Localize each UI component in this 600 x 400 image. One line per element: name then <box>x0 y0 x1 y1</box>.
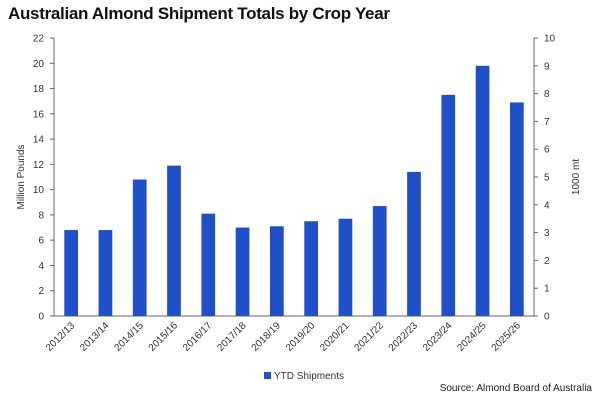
bar <box>441 94 456 316</box>
bar <box>64 230 78 316</box>
bar <box>132 179 147 316</box>
bar <box>407 171 421 316</box>
x-tick-label: 2017/18 <box>215 320 249 354</box>
y-tick-label: 22 <box>33 34 45 45</box>
y-tick-label: 14 <box>33 135 45 146</box>
x-tick-label: 2013/14 <box>78 320 112 354</box>
x-tick-label: 2015/16 <box>147 320 181 354</box>
bar <box>201 213 216 316</box>
y-tick-label: 20 <box>33 59 45 70</box>
y2-tick-label: 3 <box>544 228 550 239</box>
bar <box>270 226 284 316</box>
x-tick-label: 2023/24 <box>421 320 455 354</box>
y-tick-label: 18 <box>33 84 45 95</box>
y2-tick-label: 0 <box>544 312 550 323</box>
y-tick-label: 6 <box>38 236 44 247</box>
y2-tick-label: 7 <box>544 117 550 128</box>
bar <box>475 65 490 316</box>
x-tick-label: 2022/23 <box>387 320 421 354</box>
legend-label: YTD Shipments <box>274 371 344 382</box>
bar <box>510 102 524 316</box>
x-tick-label: 2021/22 <box>352 320 386 354</box>
y2-axis-title: 1000 mt <box>571 159 582 195</box>
bar <box>98 230 113 316</box>
x-tick-label: 2019/20 <box>284 320 318 354</box>
chart-title: Australian Almond Shipment Totals by Cro… <box>8 4 390 23</box>
y2-tick-label: 5 <box>544 173 550 184</box>
y-tick-label: 4 <box>38 261 44 272</box>
y-tick-label: 0 <box>38 312 44 323</box>
x-tick-label: 2012/13 <box>44 320 78 354</box>
bar <box>304 221 318 316</box>
y2-tick-label: 1 <box>544 284 550 295</box>
source-note: Source: Almond Board of Australia <box>439 383 592 394</box>
x-tick-label: 2016/17 <box>181 320 215 354</box>
y-tick-label: 2 <box>38 286 44 297</box>
x-tick-label: 2020/21 <box>318 320 352 354</box>
y2-tick-label: 8 <box>544 89 550 100</box>
y2-tick-label: 6 <box>544 145 550 156</box>
x-tick-label: 2024/25 <box>455 320 489 354</box>
y-tick-label: 8 <box>38 210 44 221</box>
legend-swatch <box>264 372 271 379</box>
y-tick-label: 10 <box>33 185 45 196</box>
x-tick-label: 2014/15 <box>112 320 146 354</box>
y2-tick-label: 9 <box>544 61 550 72</box>
y-axis-title: Million Pounds <box>16 144 27 209</box>
y-tick-label: 16 <box>33 109 45 120</box>
y2-tick-label: 4 <box>544 200 550 211</box>
y-tick-label: 12 <box>33 160 45 171</box>
y2-tick-label: 10 <box>544 34 556 45</box>
y2-tick-label: 2 <box>544 256 550 267</box>
bar <box>372 206 387 316</box>
bar <box>235 227 250 316</box>
bar <box>167 165 181 316</box>
x-tick-label: 2018/19 <box>250 320 284 354</box>
x-tick-label: 2025/26 <box>490 320 524 354</box>
bar <box>338 218 353 316</box>
